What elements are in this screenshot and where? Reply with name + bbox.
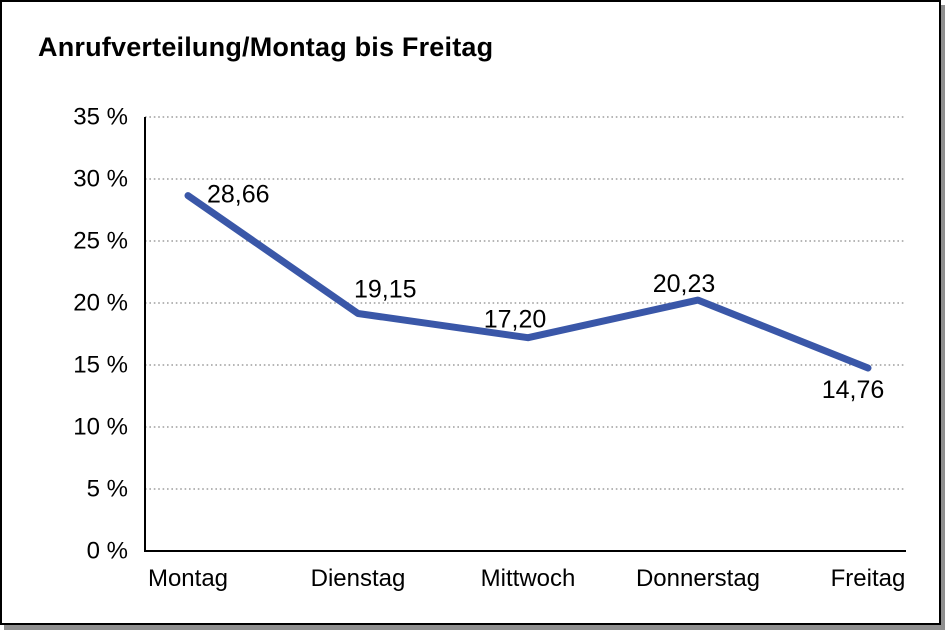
y-tick-label: 20 % [73, 290, 128, 317]
data-point-label: 20,23 [653, 270, 716, 298]
x-tick-label: Donnerstag [636, 565, 760, 592]
y-tick-label: 10 % [73, 414, 128, 441]
x-tick-label: Montag [148, 565, 228, 592]
data-point-label: 17,20 [484, 306, 547, 334]
y-tick-label: 30 % [73, 166, 128, 193]
data-point-label: 19,15 [354, 276, 417, 304]
data-point-label: 14,76 [822, 376, 885, 404]
data-series-line [184, 192, 872, 372]
data-point-label: 28,66 [207, 181, 270, 209]
x-tick-label: Freitag [831, 565, 906, 592]
y-tick-label: 35 % [73, 104, 128, 131]
y-tick-label: 15 % [73, 352, 128, 379]
y-tick-label: 5 % [87, 476, 128, 503]
y-tick-label: 0 % [87, 538, 128, 565]
y-tick-label: 25 % [73, 228, 128, 255]
x-tick-label: Mittwoch [481, 565, 576, 592]
chart-title: Anrufverteilung/Montag bis Freitag [38, 32, 494, 62]
x-tick-label: Dienstag [311, 565, 406, 592]
